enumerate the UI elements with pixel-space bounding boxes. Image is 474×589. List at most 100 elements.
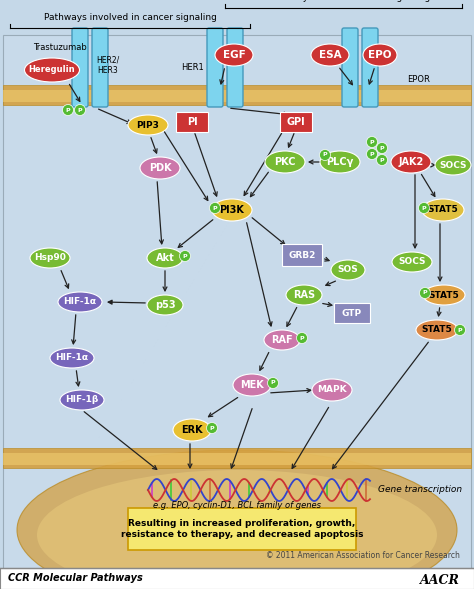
Text: Hsp90: Hsp90: [34, 253, 66, 263]
Ellipse shape: [30, 248, 70, 268]
Text: GTP: GTP: [342, 309, 362, 317]
Ellipse shape: [435, 155, 471, 175]
Bar: [3, 90, 471, 102]
Text: P: P: [370, 151, 374, 157]
Text: P: P: [323, 153, 328, 157]
Text: HER1: HER1: [182, 64, 204, 72]
Circle shape: [267, 378, 279, 389]
FancyBboxPatch shape: [362, 28, 378, 107]
Circle shape: [419, 203, 429, 213]
Text: EPOR: EPOR: [407, 75, 430, 84]
FancyBboxPatch shape: [207, 28, 223, 107]
FancyBboxPatch shape: [282, 244, 322, 266]
Text: ERK: ERK: [181, 425, 203, 435]
Bar: [0, 568, 474, 589]
Ellipse shape: [17, 450, 457, 589]
Text: MAPK: MAPK: [317, 385, 347, 395]
Ellipse shape: [25, 58, 80, 82]
Text: Resulting in increased proliferation, growth,
resistance to therapy, and decreas: Resulting in increased proliferation, gr…: [121, 518, 363, 540]
FancyBboxPatch shape: [227, 28, 243, 107]
Text: SOCS: SOCS: [439, 160, 467, 170]
Text: HER2/
HER3: HER2/ HER3: [96, 55, 119, 75]
Text: GRB2: GRB2: [288, 250, 316, 260]
Text: P: P: [370, 140, 374, 144]
Ellipse shape: [215, 44, 253, 66]
Ellipse shape: [37, 470, 437, 589]
Ellipse shape: [320, 151, 360, 173]
Text: P: P: [271, 380, 275, 385]
Circle shape: [419, 287, 430, 299]
Text: Pathways involved in EPO signaling: Pathways involved in EPO signaling: [270, 0, 430, 2]
Ellipse shape: [140, 157, 180, 179]
Circle shape: [366, 137, 377, 147]
Ellipse shape: [416, 320, 458, 340]
Text: STAT5: STAT5: [422, 326, 452, 335]
Text: PLCγ: PLCγ: [326, 157, 354, 167]
Text: PIP3: PIP3: [137, 121, 159, 130]
Ellipse shape: [60, 390, 104, 410]
Text: P: P: [78, 108, 82, 112]
FancyBboxPatch shape: [334, 303, 370, 323]
Text: e.g. EPO, cyclin-D1, BCL family of genes: e.g. EPO, cyclin-D1, BCL family of genes: [153, 501, 321, 509]
Ellipse shape: [50, 348, 94, 368]
Ellipse shape: [147, 248, 183, 268]
Text: CCR Molecular Pathways: CCR Molecular Pathways: [8, 573, 143, 583]
Text: JAK2: JAK2: [398, 157, 424, 167]
Circle shape: [74, 104, 85, 115]
Circle shape: [207, 422, 218, 434]
Text: P: P: [458, 327, 462, 333]
Text: SOS: SOS: [337, 266, 358, 274]
Text: P: P: [182, 253, 187, 259]
Circle shape: [210, 203, 220, 213]
Text: P: P: [380, 145, 384, 151]
Ellipse shape: [264, 330, 300, 350]
Ellipse shape: [331, 260, 365, 280]
Text: HIF-1α: HIF-1α: [64, 297, 97, 306]
Text: P: P: [380, 157, 384, 163]
Text: HIF-1α: HIF-1α: [55, 353, 89, 362]
Text: AACR: AACR: [420, 574, 460, 587]
Text: ESA: ESA: [319, 50, 341, 60]
Ellipse shape: [311, 44, 349, 66]
Text: STAT5: STAT5: [428, 290, 459, 299]
Text: P: P: [66, 108, 70, 112]
FancyBboxPatch shape: [176, 112, 208, 132]
Ellipse shape: [128, 115, 168, 135]
Text: PI3K: PI3K: [219, 205, 245, 215]
Ellipse shape: [422, 199, 464, 221]
Text: P: P: [422, 206, 426, 210]
Ellipse shape: [265, 151, 305, 173]
Text: © 2011 American Association for Cancer Research: © 2011 American Association for Cancer R…: [266, 551, 460, 561]
Ellipse shape: [58, 292, 102, 312]
Text: p53: p53: [155, 300, 175, 310]
Circle shape: [319, 150, 330, 160]
Text: P: P: [213, 206, 217, 210]
Text: SOCS: SOCS: [398, 257, 426, 266]
Ellipse shape: [312, 379, 352, 401]
Bar: [3, 453, 471, 465]
Text: Heregulin: Heregulin: [29, 65, 75, 74]
Ellipse shape: [286, 285, 322, 305]
Circle shape: [297, 333, 308, 343]
Circle shape: [366, 148, 377, 160]
Text: Gene transcription: Gene transcription: [378, 485, 462, 495]
Text: Pathways involved in cancer signaling: Pathways involved in cancer signaling: [44, 13, 217, 22]
FancyBboxPatch shape: [3, 35, 471, 570]
Text: PI: PI: [187, 117, 197, 127]
Ellipse shape: [423, 285, 465, 305]
Circle shape: [180, 250, 191, 262]
FancyBboxPatch shape: [128, 508, 356, 550]
Text: P: P: [300, 336, 304, 340]
FancyBboxPatch shape: [342, 28, 358, 107]
Ellipse shape: [147, 295, 183, 315]
Circle shape: [455, 325, 465, 336]
Text: EPO: EPO: [368, 50, 392, 60]
Text: STAT5: STAT5: [428, 206, 458, 214]
Ellipse shape: [391, 151, 431, 173]
Text: RAF: RAF: [271, 335, 293, 345]
Text: P: P: [210, 425, 214, 431]
Text: HIF-1β: HIF-1β: [65, 395, 99, 405]
Text: PDK: PDK: [149, 163, 171, 173]
FancyBboxPatch shape: [280, 112, 312, 132]
Bar: [3, 85, 471, 105]
